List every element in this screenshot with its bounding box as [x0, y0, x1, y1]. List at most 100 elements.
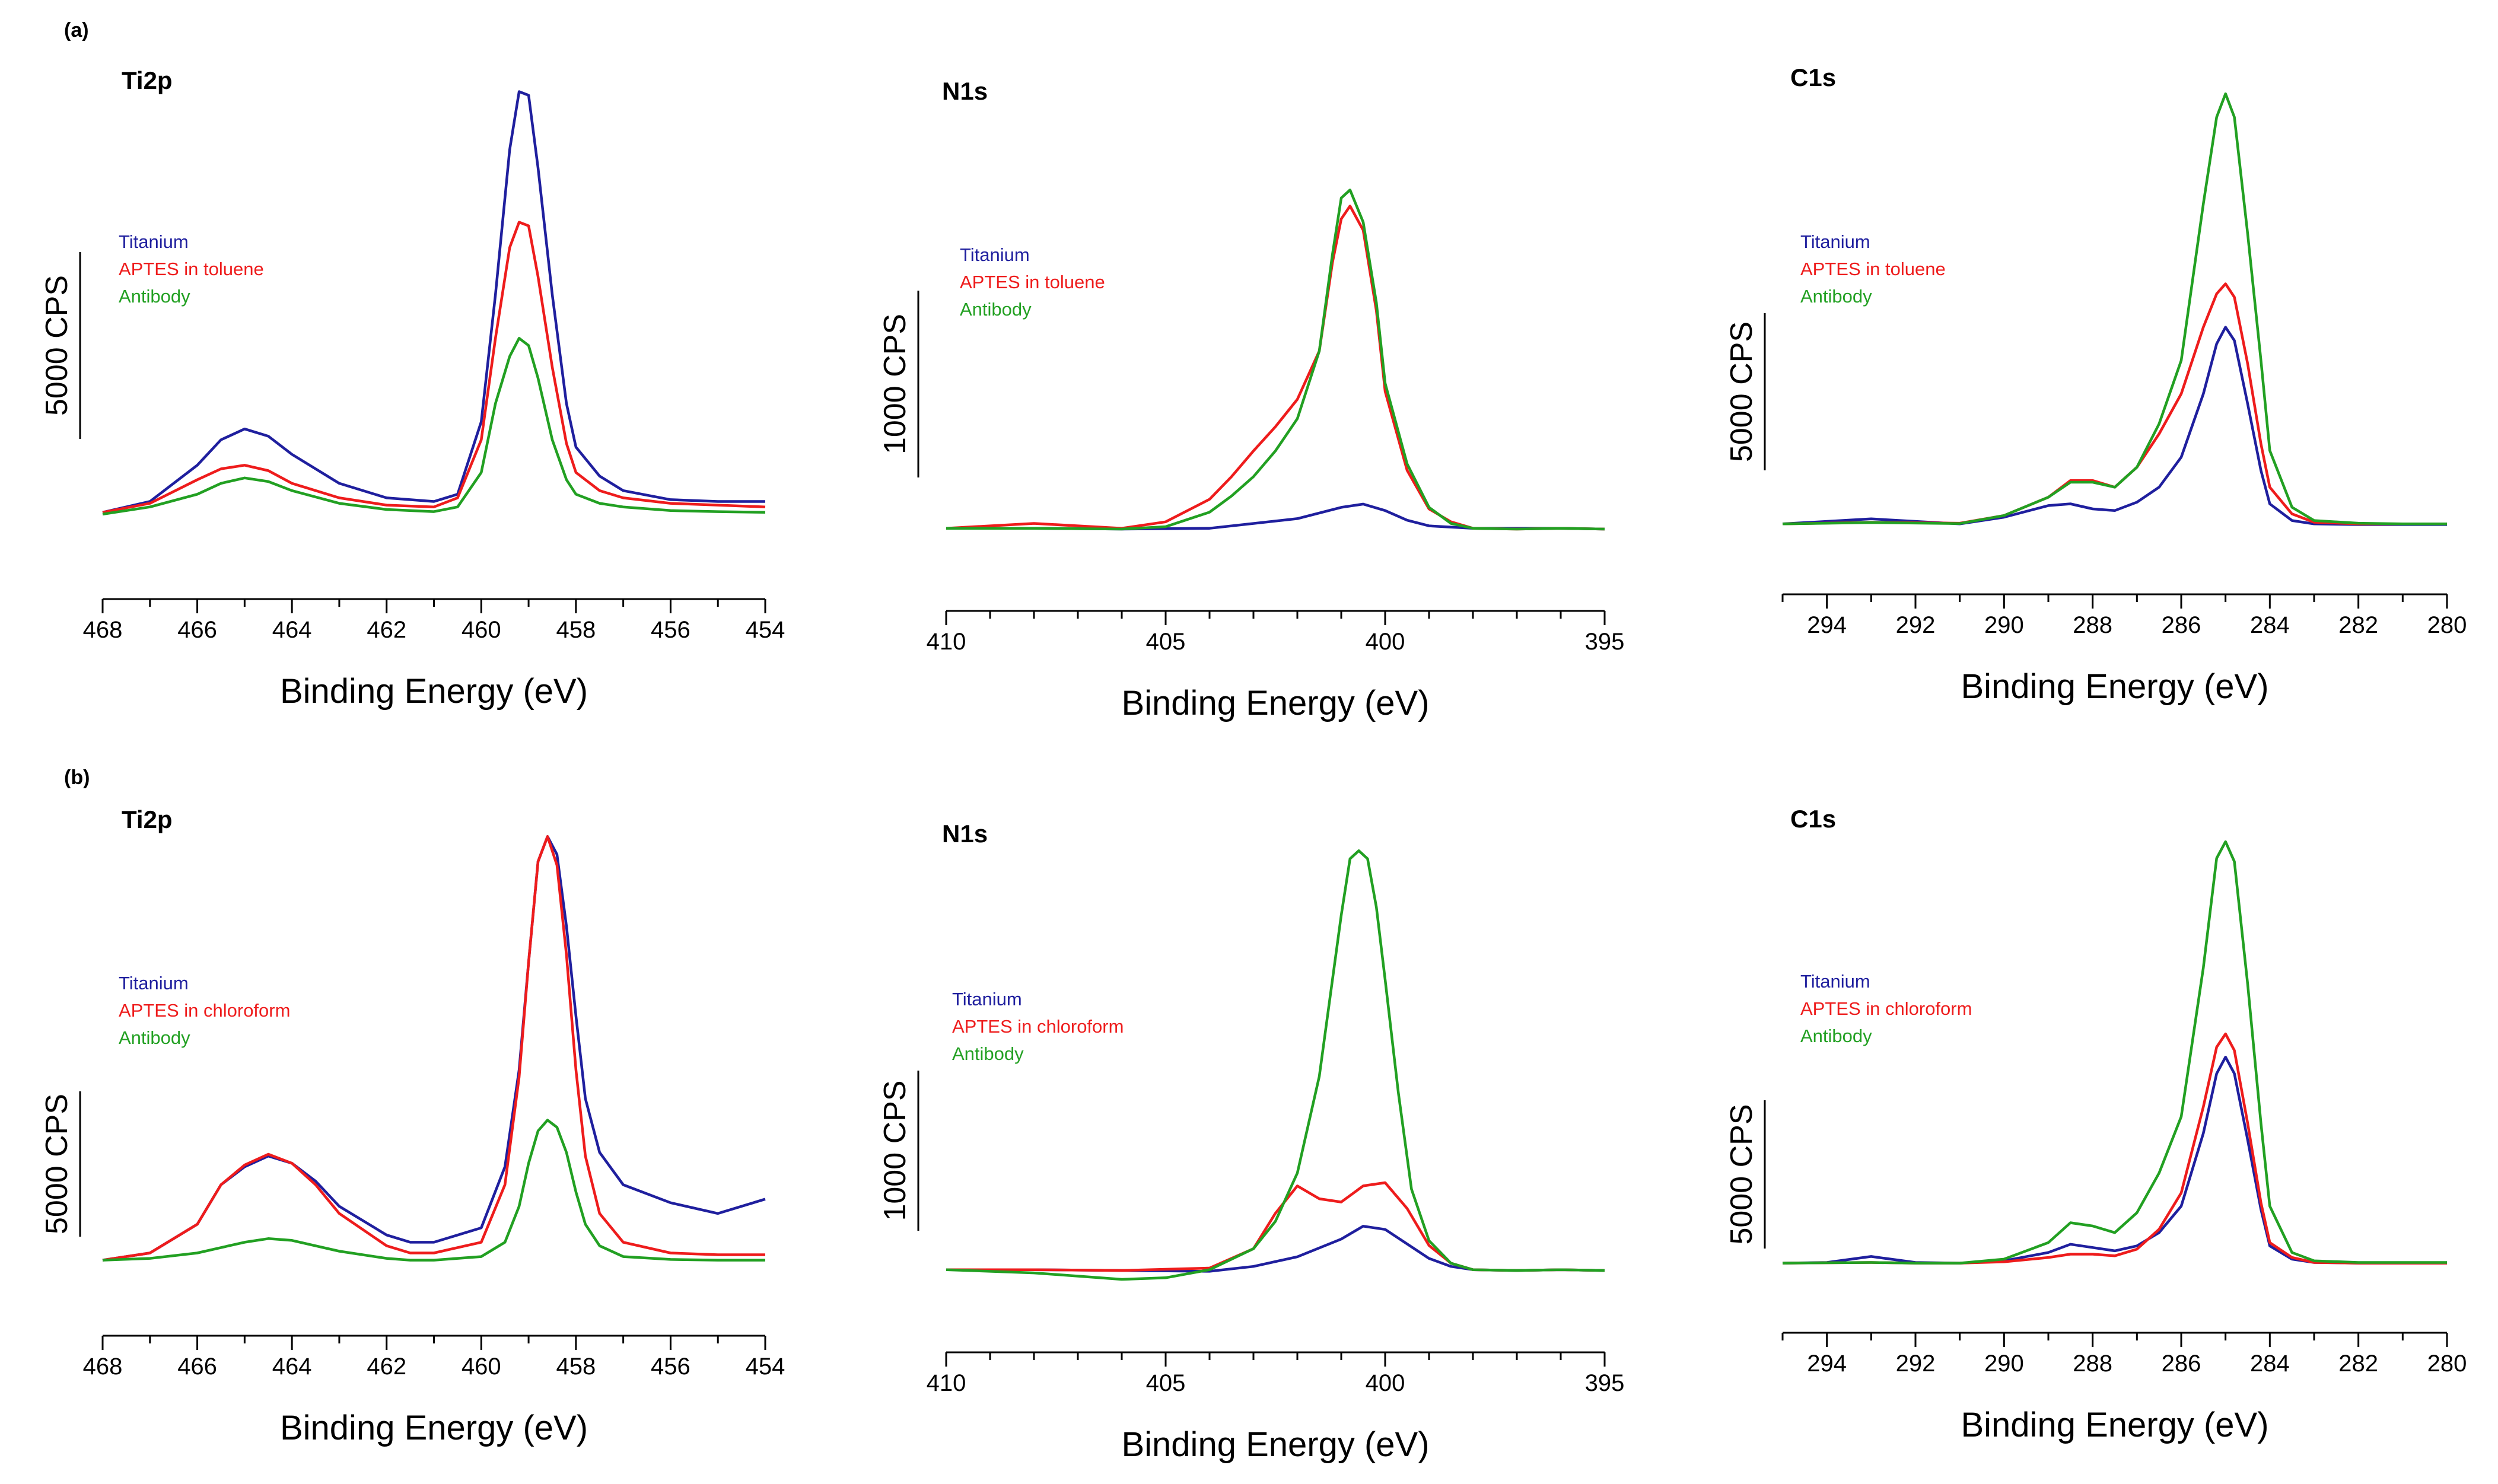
- x-axis-label: Binding Energy (eV): [280, 1409, 588, 1447]
- x-tick-label: 458: [556, 617, 596, 643]
- x-tick-label: 395: [1585, 629, 1625, 655]
- chart-2: N1s 410 405 400 395 Binding Energy (eV) 1000 C…: [878, 77, 1624, 722]
- series-line-titanium: [1782, 326, 2447, 526]
- series-line-aptes-in-toluene: [102, 221, 766, 514]
- x-tick-label: 460: [462, 1354, 501, 1380]
- series-line-antibody: [102, 337, 766, 516]
- legend-entry: Titanium: [952, 989, 1022, 1009]
- x-tick-label: 290: [1984, 1351, 2024, 1377]
- x-tick-label: 280: [2427, 612, 2467, 638]
- series-line-titanium: [102, 90, 765, 514]
- legend-entry: Titanium: [1800, 971, 1870, 992]
- series-line-titanium: [102, 835, 766, 1262]
- x-tick-label: 466: [177, 617, 217, 643]
- scale-bar-label: 5000 CPS: [40, 275, 74, 416]
- x-tick-label: 468: [83, 1354, 123, 1380]
- legend-entry: Titanium: [119, 231, 189, 252]
- legend-entry: APTES in chloroform: [119, 1000, 290, 1021]
- panel-label-a: (a): [64, 19, 89, 42]
- series-line-aptes-in-toluene: [946, 205, 1605, 531]
- chart-title: N1s: [942, 77, 988, 105]
- scale-bar-label: 5000 CPS: [40, 1094, 74, 1234]
- x-tick-label: 294: [1807, 1351, 1847, 1377]
- x-tick-label: 456: [651, 617, 690, 643]
- x-axis-label: Binding Energy (eV): [280, 672, 588, 711]
- legend-entry: Titanium: [119, 973, 189, 993]
- x-tick-label: 284: [2250, 612, 2290, 638]
- legend-entry: Titanium: [960, 244, 1030, 265]
- x-axis-label: Binding Energy (eV): [1121, 684, 1429, 722]
- chart-title: C1s: [1790, 805, 1836, 833]
- series-line-aptes-in-chloroform: [1782, 1032, 2447, 1265]
- legend-entry: Antibody: [1800, 286, 1872, 307]
- chart-6: C1s 294 292 290 288 286 284 282 280 Binding Energ…: [1724, 805, 2467, 1444]
- x-tick-label: 462: [367, 617, 406, 643]
- scale-bar-label: 5000 CPS: [1724, 321, 1759, 462]
- series-line-antibody: [1782, 840, 2447, 1265]
- scale-bar-label: 1000 CPS: [878, 1080, 912, 1221]
- x-tick-label: 410: [927, 629, 966, 655]
- scale-bar-label: 5000 CPS: [1724, 1104, 1759, 1244]
- chart-5: N1s 410 405 400 395 Binding Energy (eV) 1000 C…: [878, 820, 1624, 1464]
- x-tick-label: 466: [177, 1354, 217, 1380]
- x-tick-label: 282: [2338, 1351, 2378, 1377]
- x-tick-label: 454: [746, 617, 785, 643]
- x-tick-label: 395: [1585, 1370, 1625, 1396]
- chart-title: C1s: [1790, 63, 1836, 91]
- chart-title: N1s: [942, 820, 988, 848]
- legend-entry: Titanium: [1800, 231, 1870, 252]
- x-tick-label: 284: [2250, 1351, 2290, 1377]
- x-tick-label: 280: [2427, 1351, 2467, 1377]
- legend-entry: Antibody: [1800, 1026, 1872, 1046]
- chart-title: Ti2p: [122, 66, 173, 94]
- x-tick-label: 400: [1366, 629, 1405, 655]
- legend-entry: APTES in toluene: [960, 272, 1105, 292]
- series-line-antibody: [102, 1119, 765, 1262]
- x-tick-label: 286: [2162, 1351, 2201, 1377]
- scale-bar-label: 1000 CPS: [878, 314, 912, 454]
- x-tick-label: 456: [651, 1354, 690, 1380]
- x-tick-label: 464: [272, 1354, 312, 1380]
- series-line-antibody: [946, 849, 1605, 1281]
- series-line-aptes-in-chloroform: [946, 1181, 1605, 1272]
- legend-entry: APTES in chloroform: [1800, 998, 1972, 1019]
- x-tick-label: 292: [1896, 612, 1936, 638]
- x-tick-label: 292: [1896, 1351, 1936, 1377]
- x-tick-label: 405: [1146, 629, 1186, 655]
- legend-entry: APTES in toluene: [1800, 259, 1946, 279]
- series-line-titanium: [946, 1225, 1605, 1273]
- x-tick-label: 468: [83, 617, 123, 643]
- x-tick-label: 462: [367, 1354, 406, 1380]
- chart-3: C1s 294 292 290 288 286 284 282 280 Binding Energ…: [1724, 63, 2467, 706]
- x-tick-label: 282: [2338, 612, 2378, 638]
- chart-title: Ti2p: [122, 805, 173, 833]
- series-line-antibody: [1782, 92, 2447, 526]
- legend-entry: APTES in toluene: [119, 259, 264, 279]
- x-tick-label: 454: [746, 1354, 785, 1380]
- chart-1: Ti2p 468 466 464 462 460 458 456 454 Binding Ener…: [40, 66, 785, 711]
- x-tick-label: 410: [927, 1370, 966, 1396]
- legend-entry: Antibody: [119, 1027, 190, 1048]
- x-axis-label: Binding Energy (eV): [1961, 667, 2268, 706]
- legend-entry: Antibody: [119, 286, 190, 307]
- x-tick-label: 288: [2073, 612, 2112, 638]
- chart-4: Ti2p 468 466 464 462 460 458 456 454 Binding Ener…: [40, 805, 785, 1447]
- x-tick-label: 288: [2073, 1351, 2112, 1377]
- x-tick-label: 464: [272, 617, 312, 643]
- series-line-antibody: [946, 188, 1605, 531]
- series-line-aptes-in-chloroform: [102, 835, 765, 1262]
- x-tick-label: 460: [462, 617, 501, 643]
- x-tick-label: 458: [556, 1354, 596, 1380]
- x-tick-label: 294: [1807, 612, 1847, 638]
- x-axis-label: Binding Energy (eV): [1961, 1406, 2268, 1444]
- x-tick-label: 290: [1984, 612, 2024, 638]
- x-tick-label: 400: [1366, 1370, 1405, 1396]
- x-tick-label: 405: [1146, 1370, 1186, 1396]
- chart-grid: Ti2p 468 466 464 462 460 458 456 454 Binding Ener…: [40, 63, 2467, 1464]
- panel-label-b: (b): [64, 766, 90, 789]
- legend-entry: Antibody: [960, 299, 1032, 320]
- x-tick-label: 286: [2162, 612, 2201, 638]
- legend-entry: APTES in chloroform: [952, 1016, 1124, 1037]
- legend-entry: Antibody: [952, 1043, 1024, 1064]
